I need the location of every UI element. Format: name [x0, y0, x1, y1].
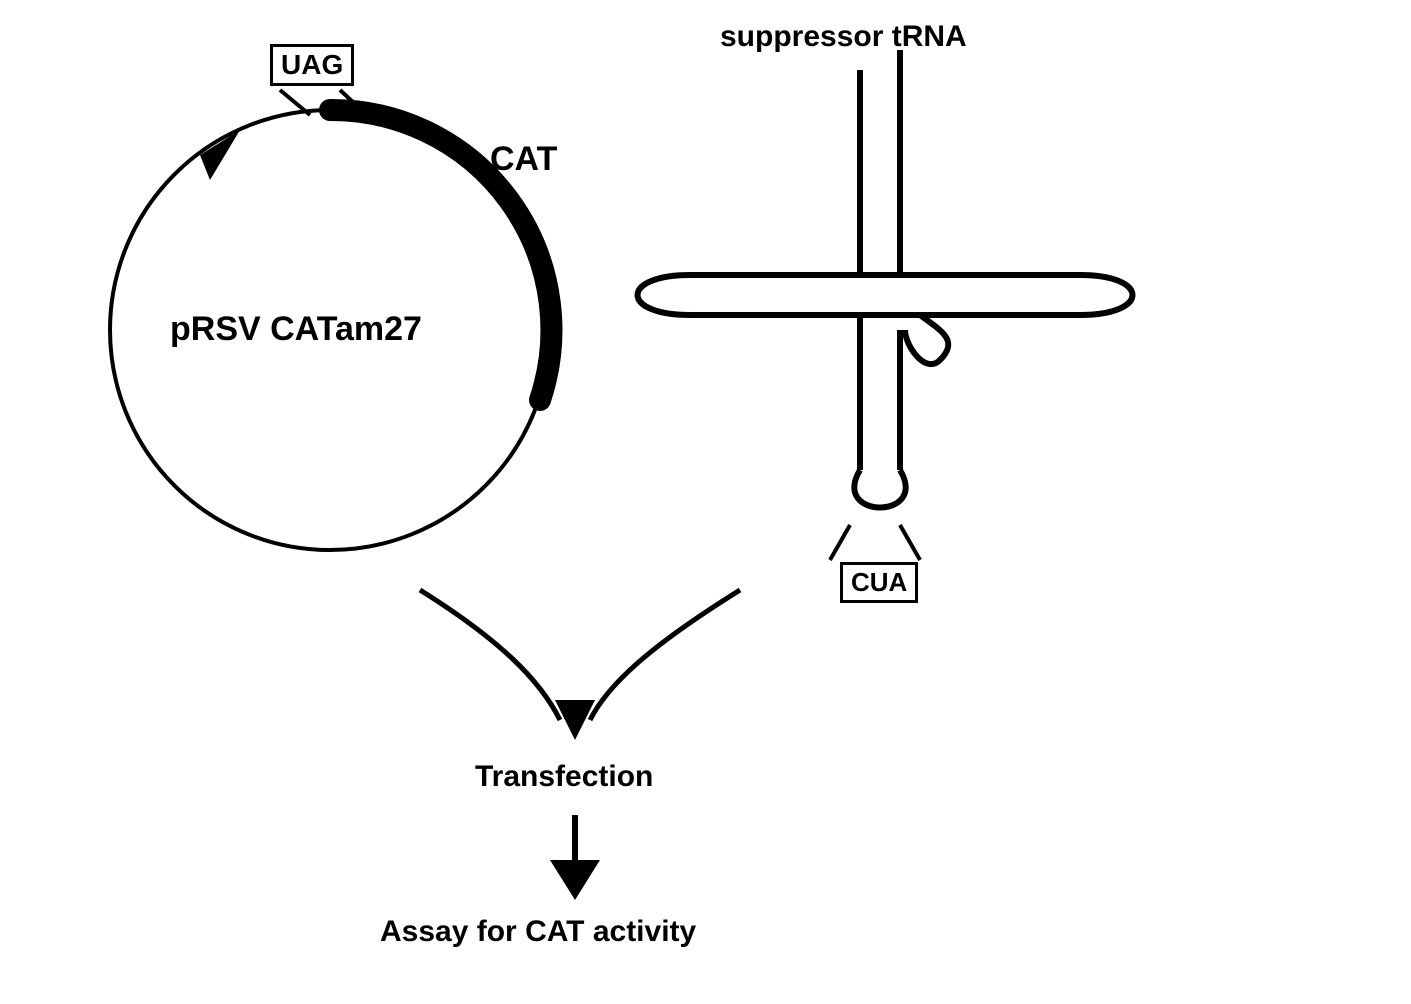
converge-right	[590, 590, 740, 720]
trna-title: suppressor tRNA	[720, 20, 967, 54]
cua-callout-line-1	[830, 525, 850, 560]
converge-left	[420, 590, 560, 720]
step-arrowhead	[550, 860, 600, 900]
transfection-label: Transfection	[475, 760, 653, 794]
plasmid-name-text: pRSV CATam27	[170, 310, 422, 348]
cua-callout-line-2	[900, 525, 920, 560]
diagram-container: UAG CAT pRSV CATam27 suppressor tRNA CUA…	[0, 0, 1411, 1004]
assay-label: Assay for CAT activity	[380, 915, 696, 949]
cua-anticodon-box: CUA	[840, 562, 918, 603]
uag-codon-box: UAG	[270, 44, 354, 86]
converge-arrowhead	[555, 700, 595, 740]
uag-codon-label: UAG	[281, 49, 343, 80]
trna-structure	[638, 50, 1133, 508]
diagram-svg	[0, 0, 1411, 1004]
plasmid-name: pRSV CATam27	[170, 310, 422, 349]
cua-anticodon-label: CUA	[851, 567, 907, 597]
cat-gene-label: CAT	[490, 140, 557, 179]
